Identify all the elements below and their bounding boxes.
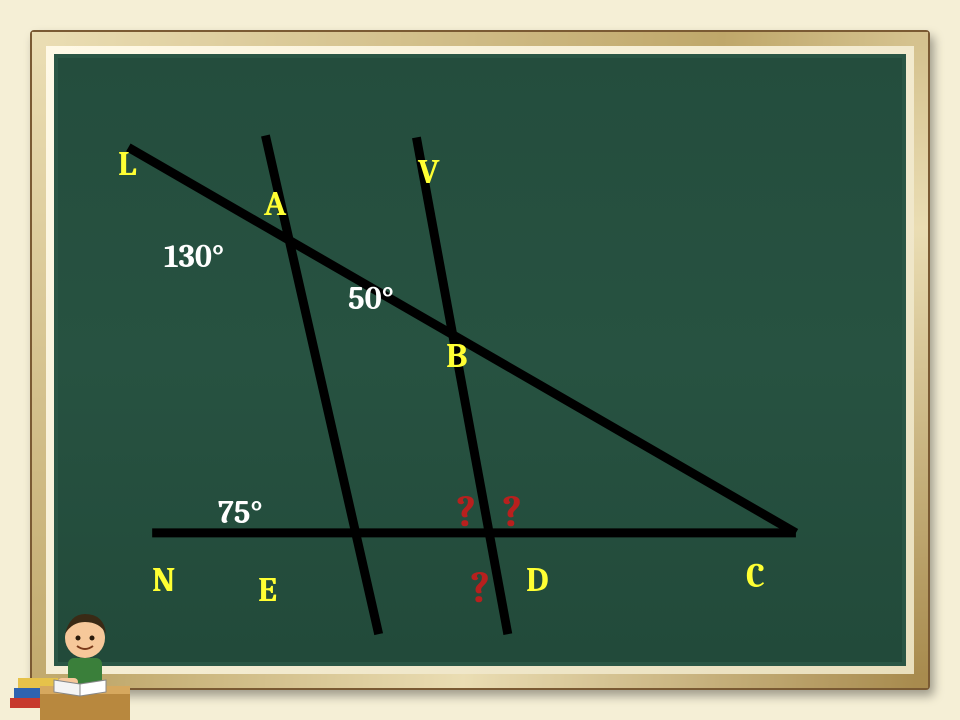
- label-A: A: [264, 184, 286, 224]
- label-E: E: [258, 570, 277, 610]
- label-V: V: [418, 152, 440, 192]
- chalkboard-frame: L V A B N E D C 130° 50° 75° ? ? ?: [30, 30, 930, 690]
- unknown-3: ?: [470, 562, 490, 613]
- angle-50: 50°: [348, 280, 394, 317]
- diagram-lines: [128, 135, 796, 634]
- line-VD: [416, 137, 507, 634]
- label-C: C: [746, 556, 765, 596]
- label-L: L: [118, 144, 136, 184]
- angle-130: 130°: [164, 238, 224, 275]
- unknown-1: ?: [456, 486, 476, 537]
- student-icon: [10, 570, 130, 720]
- label-N: N: [152, 560, 175, 600]
- chalkboard-surface: L V A B N E D C 130° 50° 75° ? ? ?: [58, 58, 902, 662]
- label-B: B: [446, 336, 468, 376]
- unknown-2: ?: [502, 486, 522, 537]
- page-background: L V A B N E D C 130° 50° 75° ? ? ?: [0, 0, 960, 720]
- label-D: D: [526, 560, 549, 600]
- angle-75: 75°: [218, 494, 263, 531]
